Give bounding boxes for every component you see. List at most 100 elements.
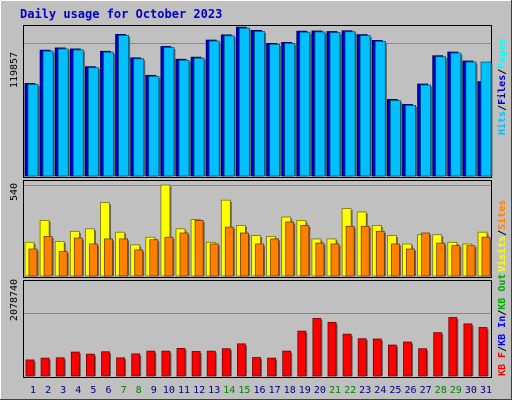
kbytes-bar <box>418 348 428 377</box>
kbytes-bar <box>297 330 307 377</box>
legend-text: Visits/Sites <box>496 200 508 272</box>
sites-bar <box>149 239 159 277</box>
kbytes-max-label: 2078740 <box>9 279 20 321</box>
sites-bar <box>315 242 325 277</box>
day-label: 26 <box>404 385 416 396</box>
kbytes-bar <box>327 321 337 377</box>
sites-bar <box>345 225 355 277</box>
sites-bar <box>194 219 204 277</box>
legend-item: Pages <box>497 39 508 69</box>
legend-item: / <box>497 230 508 236</box>
sites-bar <box>270 238 280 277</box>
hits-bar <box>118 35 129 177</box>
hits-bar <box>284 42 296 177</box>
day-label: 25 <box>389 385 401 396</box>
legend-item: / <box>497 105 508 111</box>
legend-item: KB In <box>497 316 508 346</box>
hits-bar <box>420 84 432 177</box>
kbytes-bar <box>86 353 95 377</box>
kbytes-bar <box>267 357 277 377</box>
day-label: 18 <box>284 385 296 396</box>
sites-bar <box>73 237 83 277</box>
hits-bar <box>148 75 160 177</box>
sites-bar <box>43 235 53 277</box>
sites-bar <box>179 232 189 277</box>
legend-item: Sites <box>496 200 508 230</box>
day-label: 23 <box>359 385 371 396</box>
hits-bar <box>465 61 477 177</box>
day-label: 4 <box>75 385 81 396</box>
graph-title: Daily usage for October 2023 <box>20 7 222 21</box>
legend-text: Hits/Files/Pages <box>496 39 508 135</box>
day-label: 8 <box>136 385 142 396</box>
hits-bar <box>163 47 175 177</box>
hits-bar <box>223 35 235 177</box>
hits-legend: Hits/Files/Pages <box>496 39 508 135</box>
kbytes-bar <box>478 327 488 377</box>
kbytes-panel: 2078740 KB F/KB In/KB Out <box>9 274 508 378</box>
day-label: 6 <box>105 385 111 396</box>
day-label: 9 <box>151 385 157 396</box>
day-label: 22 <box>344 385 356 396</box>
sites-bar <box>134 249 144 277</box>
hits-bar <box>42 50 54 177</box>
visits-bars <box>24 184 492 277</box>
kbytes-bar <box>55 357 65 377</box>
kbytes-bar <box>252 357 261 377</box>
sites-bar <box>28 248 38 277</box>
day-label: 28 <box>435 385 447 396</box>
hits-bar <box>72 49 84 177</box>
kbytes-bar <box>101 351 110 377</box>
legend-text: KB F/KB In/KB Out <box>497 274 508 376</box>
kbytes-bar <box>448 317 458 377</box>
kbytes-bar <box>357 338 367 377</box>
day-label: 31 <box>480 385 492 396</box>
sites-bar <box>285 221 295 277</box>
kbytes-bar <box>282 350 292 377</box>
day-label: 5 <box>90 385 96 396</box>
hits-bar <box>193 57 205 177</box>
day-label: 30 <box>465 385 477 396</box>
day-label: 1 <box>30 385 36 396</box>
visits-legend: Visits/Sites <box>496 200 508 272</box>
day-label: 14 <box>223 385 235 396</box>
hits-bar <box>374 40 386 177</box>
hits-bar <box>133 58 145 177</box>
visits-max-label: 540 <box>9 183 20 201</box>
kbytes-bar <box>146 350 156 377</box>
hits-bar <box>299 31 311 177</box>
hits-bar <box>389 100 401 177</box>
sites-bar <box>104 238 113 277</box>
kbytes-bar <box>403 341 412 377</box>
hits-bar <box>238 27 250 177</box>
hits-max-label: 119857 <box>9 52 20 88</box>
legend-item: / <box>497 69 508 75</box>
day-label: 29 <box>450 385 462 396</box>
hits-bar <box>103 51 114 177</box>
sites-bar <box>406 248 415 277</box>
day-label: 21 <box>329 385 341 396</box>
hits-bar <box>269 43 281 177</box>
kbytes-bars <box>25 317 489 377</box>
day-label: 17 <box>269 385 281 396</box>
kbytes-bar <box>342 333 352 377</box>
legend-item: Hits <box>496 111 508 135</box>
kbytes-bar <box>161 350 171 377</box>
hits-bar <box>359 35 371 177</box>
sites-bar <box>300 225 310 277</box>
day-label: 19 <box>299 385 311 396</box>
hits-bar <box>208 40 220 177</box>
hits-bar <box>435 56 447 177</box>
sites-bar <box>390 243 400 277</box>
sites-bar <box>421 232 431 277</box>
kbytes-bar <box>433 332 443 377</box>
sites-bar <box>481 236 491 277</box>
day-labels: 1 2 3 4 5 6 7 8 9 10 11 12 13 14 15 16 17 18 19 20 21 22 23 24 2… <box>30 385 492 396</box>
kbytes-bar <box>221 348 231 377</box>
kbytes-bar <box>70 351 80 377</box>
day-label: 15 <box>238 385 250 396</box>
legend-item: KB F <box>497 352 508 376</box>
kbytes-bar <box>116 357 125 377</box>
sites-bar <box>224 226 234 277</box>
